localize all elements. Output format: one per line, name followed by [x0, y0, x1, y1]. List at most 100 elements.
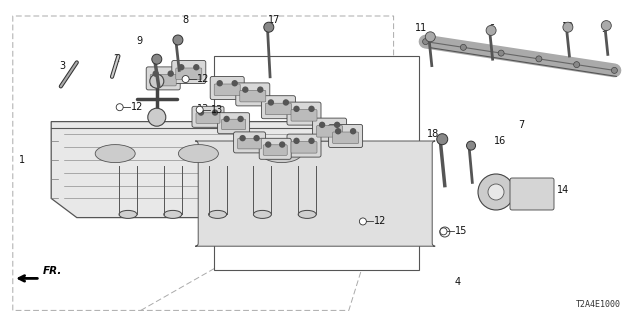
Circle shape: [268, 100, 273, 105]
Circle shape: [611, 68, 618, 73]
FancyBboxPatch shape: [172, 60, 206, 84]
FancyBboxPatch shape: [236, 83, 270, 106]
Circle shape: [284, 100, 289, 105]
FancyBboxPatch shape: [196, 113, 220, 123]
Circle shape: [309, 138, 314, 143]
Circle shape: [335, 129, 340, 134]
Text: 3: 3: [60, 60, 66, 71]
Circle shape: [486, 25, 496, 36]
Text: 1: 1: [19, 155, 26, 165]
Text: 14: 14: [557, 185, 570, 196]
Circle shape: [294, 138, 299, 143]
FancyBboxPatch shape: [333, 132, 358, 143]
Circle shape: [440, 228, 447, 235]
FancyBboxPatch shape: [237, 139, 262, 149]
Circle shape: [198, 110, 204, 115]
Circle shape: [254, 136, 259, 141]
Circle shape: [360, 218, 366, 225]
Ellipse shape: [262, 145, 301, 163]
Circle shape: [280, 142, 285, 147]
Ellipse shape: [179, 145, 218, 163]
Text: 4: 4: [454, 276, 461, 287]
Circle shape: [148, 108, 166, 126]
Ellipse shape: [119, 211, 137, 219]
Circle shape: [150, 74, 164, 88]
Text: 13: 13: [211, 105, 223, 115]
Circle shape: [238, 116, 243, 122]
Text: 12: 12: [374, 216, 387, 227]
Circle shape: [217, 81, 222, 86]
FancyBboxPatch shape: [291, 142, 317, 153]
Circle shape: [436, 134, 448, 145]
FancyBboxPatch shape: [287, 134, 321, 157]
FancyBboxPatch shape: [195, 141, 435, 246]
Text: 18: 18: [426, 129, 439, 140]
Circle shape: [168, 71, 173, 76]
Text: 2: 2: [113, 54, 120, 64]
FancyBboxPatch shape: [210, 76, 244, 100]
Circle shape: [467, 141, 476, 150]
FancyBboxPatch shape: [317, 126, 342, 137]
FancyBboxPatch shape: [312, 118, 347, 141]
Circle shape: [240, 136, 245, 141]
Text: 9: 9: [136, 36, 143, 46]
FancyBboxPatch shape: [146, 67, 180, 90]
Circle shape: [309, 106, 314, 111]
Ellipse shape: [298, 211, 316, 219]
FancyBboxPatch shape: [259, 138, 291, 159]
Text: 11: 11: [415, 23, 428, 33]
Circle shape: [264, 22, 274, 32]
FancyBboxPatch shape: [234, 132, 266, 153]
Circle shape: [563, 22, 573, 32]
Text: FR.: FR.: [44, 266, 63, 276]
FancyBboxPatch shape: [263, 145, 287, 155]
Ellipse shape: [253, 211, 271, 219]
Circle shape: [266, 142, 271, 147]
Ellipse shape: [164, 211, 182, 219]
FancyBboxPatch shape: [328, 124, 363, 148]
Text: 17: 17: [268, 15, 280, 25]
Circle shape: [182, 76, 189, 83]
Circle shape: [319, 122, 324, 127]
Text: 15: 15: [454, 226, 467, 236]
Circle shape: [224, 116, 229, 122]
Circle shape: [173, 35, 183, 45]
FancyBboxPatch shape: [266, 103, 291, 115]
Text: 8: 8: [182, 15, 189, 25]
Circle shape: [351, 129, 356, 134]
Circle shape: [232, 81, 237, 86]
FancyBboxPatch shape: [261, 96, 296, 119]
Text: 12: 12: [131, 102, 143, 112]
Circle shape: [194, 65, 199, 70]
Bar: [214, 56, 419, 270]
Circle shape: [243, 87, 248, 92]
Text: 6: 6: [488, 24, 495, 34]
Circle shape: [440, 227, 450, 237]
FancyBboxPatch shape: [291, 109, 317, 121]
Text: 10: 10: [562, 21, 575, 32]
FancyBboxPatch shape: [221, 119, 246, 130]
Text: 7: 7: [518, 120, 525, 131]
Circle shape: [153, 71, 158, 76]
Text: 13: 13: [197, 104, 210, 114]
Ellipse shape: [95, 145, 135, 163]
Circle shape: [116, 104, 123, 111]
Text: 12: 12: [196, 74, 209, 84]
Circle shape: [335, 122, 340, 127]
Circle shape: [196, 106, 203, 113]
FancyBboxPatch shape: [214, 84, 240, 95]
Circle shape: [422, 39, 429, 44]
Circle shape: [426, 32, 435, 42]
Circle shape: [212, 110, 218, 115]
Circle shape: [179, 65, 184, 70]
FancyBboxPatch shape: [510, 178, 554, 210]
Text: 16: 16: [494, 136, 507, 146]
FancyBboxPatch shape: [176, 68, 202, 79]
Text: T2A4E1000: T2A4E1000: [576, 300, 621, 309]
Circle shape: [460, 44, 467, 50]
FancyBboxPatch shape: [192, 106, 224, 127]
Circle shape: [294, 106, 299, 111]
FancyBboxPatch shape: [287, 102, 321, 125]
Circle shape: [498, 50, 504, 56]
Circle shape: [478, 174, 514, 210]
